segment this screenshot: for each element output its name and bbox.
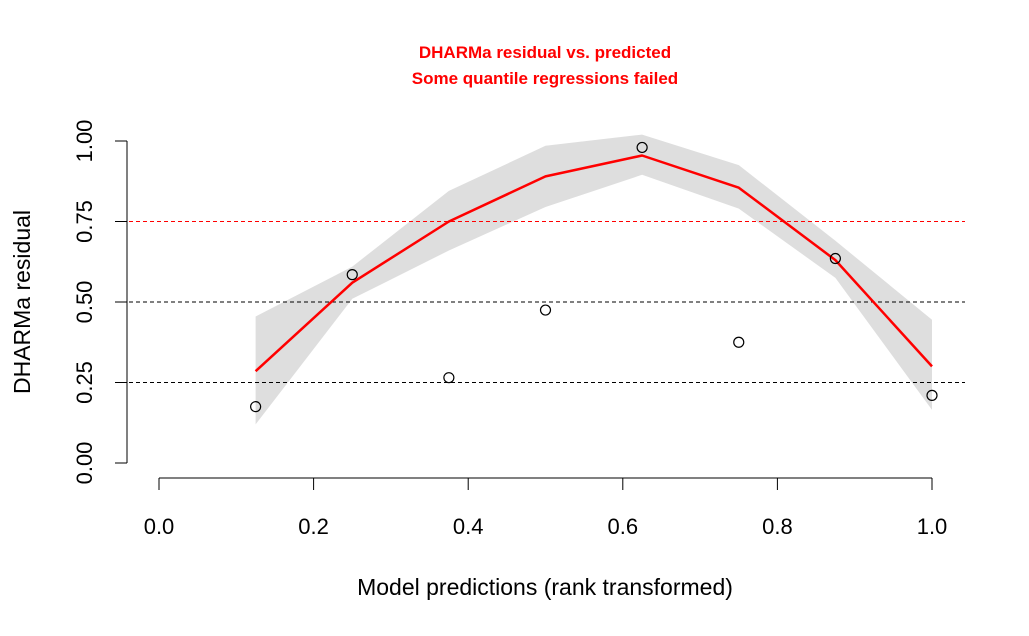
x-tick-label: 0.8 [762,514,793,539]
data-point [250,401,262,413]
x-tick-label: 0.0 [144,514,175,539]
y-axis: 0.00 0.25 0.50 0.75 1.00 [72,120,128,485]
y-tick-label: 0.00 [72,442,97,485]
fit-line-layer [254,154,933,373]
y-axis-label: DHARMa residual [9,210,35,394]
x-tick-label: 0.6 [608,514,639,539]
x-axis-label: Model predictions (rank transformed) [357,574,733,600]
chart-subtitle: Some quantile regressions failed [412,69,678,88]
reference-lines-layer [115,221,965,383]
data-point [733,336,745,348]
data-point [346,269,358,281]
data-point [926,389,938,401]
data-point [636,141,648,154]
x-tick-label: 0.4 [453,514,484,539]
quantile-fit-line [254,154,933,373]
y-tick-label: 0.25 [72,361,97,404]
x-axis: 0.0 0.2 0.4 0.6 0.8 1.0 [144,477,948,539]
data-point [829,252,841,265]
data-point [443,372,455,384]
chart-title: DHARMa residual vs. predicted [419,43,671,62]
x-tick-label: 1.0 [917,514,948,539]
y-tick-label: 0.75 [72,200,97,243]
x-tick-label: 0.2 [298,514,329,539]
data-points-layer [250,141,938,413]
y-tick-label: 1.00 [72,120,97,163]
y-tick-label: 0.50 [72,281,97,324]
data-point [539,304,552,316]
